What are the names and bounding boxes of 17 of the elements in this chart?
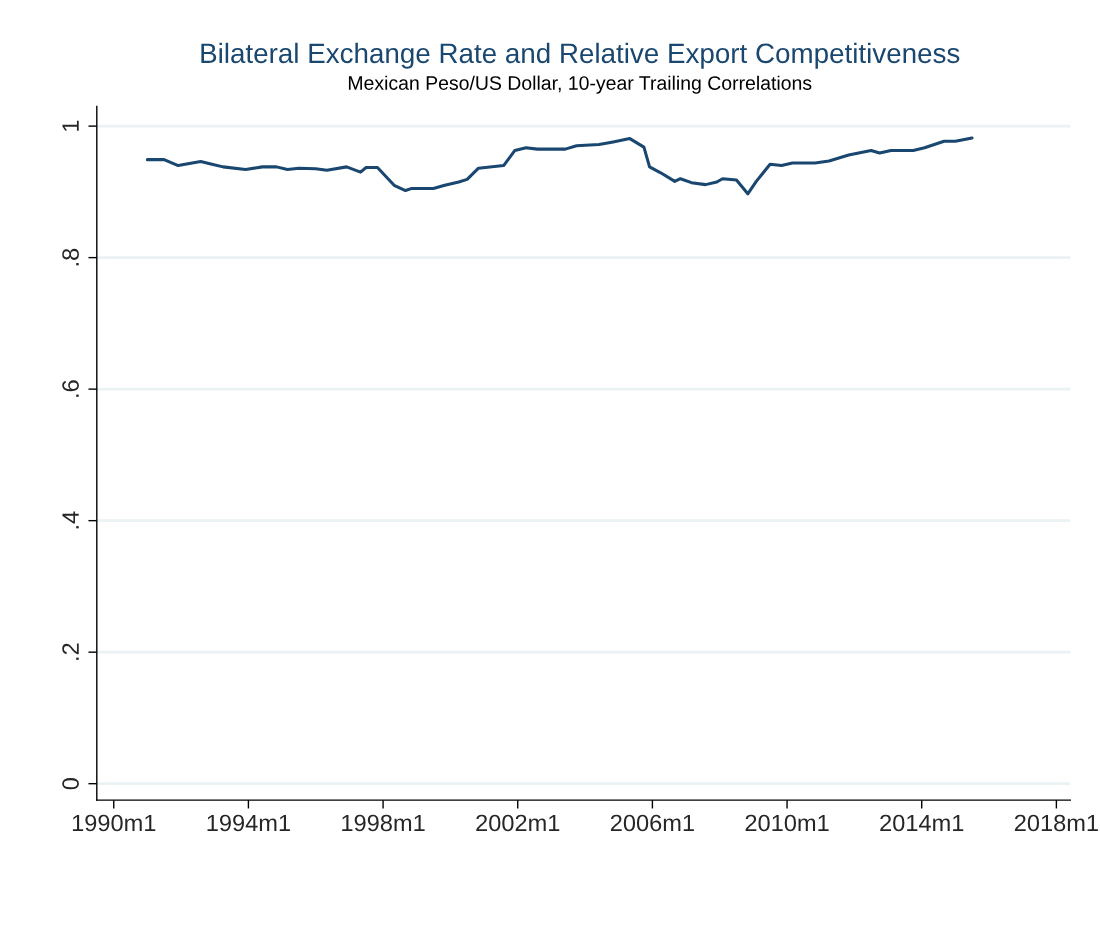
x-tick-label: 2002m1 bbox=[476, 814, 560, 832]
x-tick-label: 2010m1 bbox=[745, 814, 829, 832]
y-tick-label: .4 bbox=[62, 511, 79, 529]
x-tick-label: 2018m1 bbox=[1014, 814, 1098, 832]
x-tick-label: 1994m1 bbox=[207, 814, 290, 832]
y-tick-label: .8 bbox=[62, 248, 79, 266]
y-tick-label: .2 bbox=[62, 643, 79, 660]
y-tick-label: 0 bbox=[62, 778, 79, 790]
chart-subtitle: Mexican Peso/US Dollar, 10-year Trailing Correlations bbox=[348, 75, 812, 94]
x-tick-label: 1990m1 bbox=[72, 814, 156, 832]
chart-title: Bilateral Exchange Rate and Relative Export Competitiveness bbox=[201, 42, 960, 69]
x-tick-label: 2014m1 bbox=[880, 814, 964, 832]
x-tick-label: 2006m1 bbox=[610, 814, 694, 832]
line-series bbox=[145, 136, 974, 196]
y-tick-label: .6 bbox=[62, 380, 79, 397]
x-tick-label: 1998m1 bbox=[342, 814, 425, 832]
y-tick-label: 1 bbox=[62, 120, 79, 131]
